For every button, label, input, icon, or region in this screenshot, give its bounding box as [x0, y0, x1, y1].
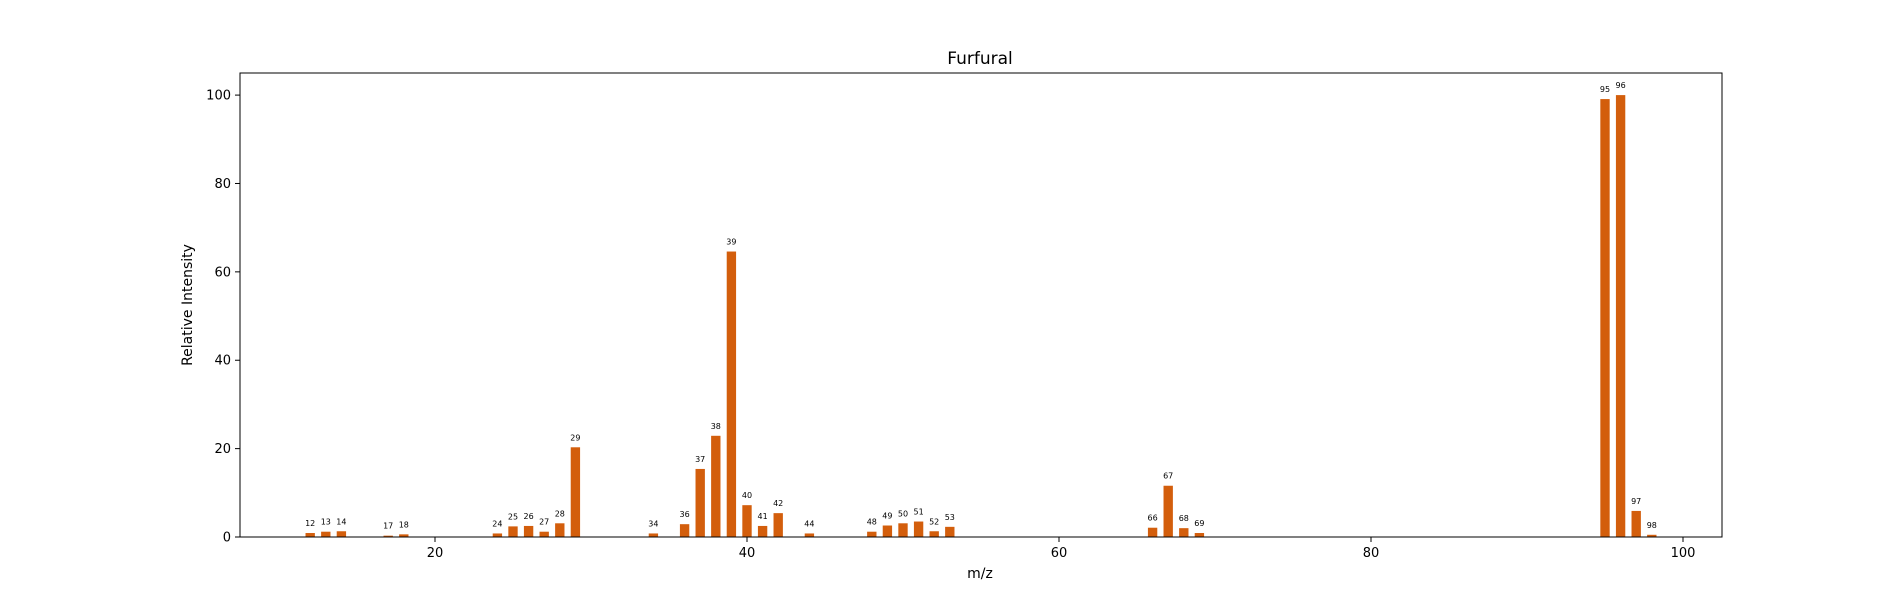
plot-area: 12 13 14 17 18 24 25 26 27 28 29 34 36 37 38 39 40 41 42 44… — [206, 72, 1723, 561]
bar-mz-29 — [570, 447, 581, 537]
x-tick-label: 100 — [1671, 546, 1696, 561]
bar-mz-44 — [804, 533, 815, 537]
bar-mz-67 — [1163, 485, 1173, 537]
bar-label-13: 13 — [321, 518, 331, 527]
bar-mz-40 — [742, 505, 752, 537]
bar-label-36: 36 — [680, 510, 690, 519]
bar-mz-49 — [882, 525, 893, 537]
bar-label-49: 49 — [882, 512, 892, 521]
x-tick-label: 60 — [1051, 546, 1068, 561]
bar-label-98: 98 — [1647, 521, 1657, 530]
bar-label-66: 66 — [1148, 514, 1158, 523]
bar-label-40: 40 — [742, 491, 752, 500]
bar-mz-39 — [726, 251, 737, 537]
bar-mz-17 — [383, 535, 393, 537]
bar-mz-68 — [1179, 528, 1189, 537]
y-tick-label: 40 — [214, 354, 231, 369]
bar-mz-38 — [711, 435, 721, 537]
bar-label-67: 67 — [1163, 472, 1173, 481]
x-tick-label: 20 — [427, 546, 444, 561]
y-axis-label: Relative Intensity — [180, 244, 196, 366]
x-axis-label: m/z — [967, 566, 993, 582]
bar-label-39: 39 — [726, 238, 736, 247]
bar-label-27: 27 — [539, 518, 549, 527]
bar-label-52: 52 — [929, 517, 939, 526]
bar-mz-27 — [539, 531, 549, 537]
bar-label-53: 53 — [945, 513, 955, 522]
bar-mz-53 — [945, 526, 955, 537]
bar-label-14: 14 — [336, 517, 346, 526]
bar-mz-52 — [929, 531, 939, 537]
bar-label-51: 51 — [914, 508, 924, 517]
bar-mz-48 — [867, 531, 877, 537]
x-tick-label: 80 — [1363, 546, 1380, 561]
y-tick-label: 60 — [214, 265, 231, 280]
bar-mz-36 — [679, 524, 690, 537]
bar-mz-25 — [508, 526, 518, 537]
bar-mz-28 — [555, 523, 565, 537]
bar-mz-42 — [773, 513, 783, 537]
bar-label-17: 17 — [383, 522, 393, 531]
bar-label-50: 50 — [898, 509, 908, 518]
y-tick-label: 100 — [206, 89, 231, 104]
bar-label-29: 29 — [570, 433, 580, 442]
y-tick-label: 0 — [223, 531, 231, 546]
bar-mz-50 — [898, 523, 908, 537]
bar-mz-97 — [1631, 510, 1641, 537]
bar-label-24: 24 — [492, 519, 502, 528]
bar-label-37: 37 — [695, 455, 705, 464]
y-tick-label: 80 — [214, 177, 231, 192]
bar-mz-51 — [913, 521, 924, 537]
bar-mz-96 — [1615, 95, 1626, 537]
bar-mz-12 — [305, 533, 315, 537]
bar-label-68: 68 — [1179, 514, 1189, 523]
bar-label-18: 18 — [399, 520, 409, 529]
bar-label-96: 96 — [1616, 81, 1626, 90]
bar-mz-37 — [695, 468, 705, 537]
bar-mz-98 — [1647, 534, 1657, 537]
bar-label-26: 26 — [524, 512, 534, 521]
bar-mz-14 — [336, 531, 347, 537]
bar-label-41: 41 — [758, 512, 768, 521]
bar-mz-18 — [399, 534, 409, 537]
bar-label-97: 97 — [1631, 497, 1641, 506]
bar-label-44: 44 — [804, 519, 814, 528]
bar-label-48: 48 — [867, 518, 877, 527]
bar-mz-34 — [648, 533, 659, 537]
bar-label-34: 34 — [648, 519, 658, 528]
bar-mz-24 — [492, 533, 503, 537]
x-tick-label: 40 — [739, 546, 756, 561]
bar-mz-95 — [1600, 99, 1610, 537]
bar-label-12: 12 — [305, 519, 315, 528]
bar-mz-66 — [1147, 527, 1158, 537]
bar-mz-69 — [1194, 533, 1205, 537]
plot-frame — [239, 72, 1723, 538]
bar-label-42: 42 — [773, 499, 783, 508]
bar-mz-41 — [757, 525, 768, 537]
y-tick-label: 20 — [214, 442, 231, 457]
bar-mz-26 — [523, 525, 534, 537]
bar-label-38: 38 — [711, 422, 721, 431]
chart-title: Furfural — [947, 49, 1013, 69]
bar-label-69: 69 — [1194, 519, 1204, 528]
bar-label-28: 28 — [555, 509, 565, 518]
bar-label-95: 95 — [1600, 85, 1610, 94]
bar-mz-13 — [321, 531, 331, 537]
bar-label-25: 25 — [508, 512, 518, 521]
